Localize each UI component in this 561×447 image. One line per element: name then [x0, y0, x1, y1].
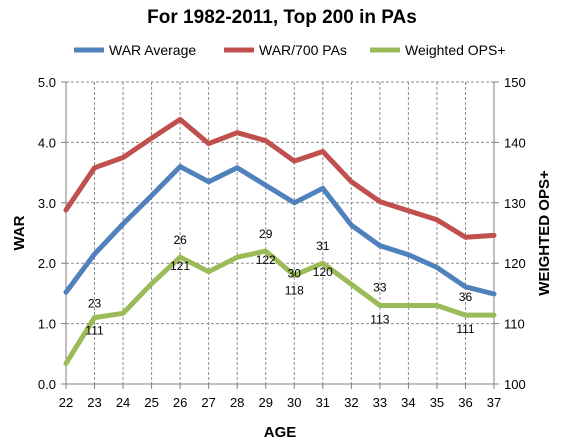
y2-axis-title: WEIGHTED OPS+ — [536, 170, 553, 296]
annotation-age: 36 — [459, 290, 473, 304]
y-tick-label: 2.0 — [38, 256, 56, 271]
x-tick-label: 30 — [287, 395, 301, 410]
axes — [61, 81, 499, 389]
series-line-war-700-pas — [63, 116, 497, 240]
y2-tick-label: 120 — [504, 256, 526, 271]
x-tick-label: 23 — [87, 395, 101, 410]
x-axis-ticks: 22 23 24 25 26 27 28 29 30 31 32 33 34 35 36 37 — [59, 395, 501, 410]
x-tick-label: 22 — [59, 395, 73, 410]
x-tick-label: 27 — [201, 395, 215, 410]
annotation-age: 26 — [173, 233, 187, 247]
right-axis-ticks: 100 110 120 130 140 150 — [504, 75, 526, 392]
y2-tick-label: 100 — [504, 377, 526, 392]
legend: WAR Average WAR/700 PAs Weighted OPS+ — [74, 42, 506, 58]
y-tick-label: 4.0 — [38, 135, 56, 150]
annotation-ops-value: 111 — [85, 324, 104, 338]
y-tick-label: 3.0 — [38, 196, 56, 211]
x-tick-label: 37 — [487, 395, 501, 410]
chart-title: For 1982-2011, Top 200 in PAs — [147, 7, 417, 28]
x-tick-label: 36 — [458, 395, 472, 410]
x-tick-label: 33 — [373, 395, 387, 410]
series-line-weighted-ops — [63, 248, 497, 366]
annotation-ops-value: 118 — [285, 283, 304, 297]
x-tick-label: 26 — [173, 395, 187, 410]
annotation-age: 23 — [88, 297, 102, 311]
annotation-age: 29 — [259, 227, 273, 241]
left-axis-ticks: 0.0 1.0 2.0 3.0 4.0 5.0 — [38, 75, 56, 392]
annotation-ops-value: 122 — [256, 253, 276, 267]
x-tick-label: 29 — [258, 395, 272, 410]
annotation-ops-value: 111 — [456, 322, 475, 336]
y2-tick-label: 130 — [504, 196, 526, 211]
x-tick-label: 31 — [316, 395, 330, 410]
y-axis-title: WAR — [11, 215, 28, 250]
annotations: 23 111 26 121 29 122 30 118 31 120 33 113 36 111 — [85, 227, 474, 337]
annotation-age: 30 — [288, 266, 302, 280]
annotation-age: 33 — [373, 280, 387, 294]
x-tick-label: 35 — [430, 395, 444, 410]
annotation-age: 31 — [316, 239, 330, 253]
legend-label: Weighted OPS+ — [405, 42, 506, 58]
x-tick-label: 34 — [401, 395, 415, 410]
x-tick-label: 24 — [116, 395, 130, 410]
y-tick-label: 5.0 — [38, 75, 56, 90]
annotation-ops-value: 120 — [313, 265, 333, 279]
y-tick-label: 0.0 — [38, 377, 56, 392]
y2-tick-label: 140 — [504, 135, 526, 150]
y2-tick-label: 110 — [504, 317, 525, 332]
x-tick-label: 25 — [144, 395, 158, 410]
grid — [66, 81, 495, 384]
series-line-war-average — [63, 164, 497, 297]
y2-tick-label: 150 — [504, 75, 526, 90]
x-tick-label: 32 — [344, 395, 358, 410]
series-lines — [63, 116, 497, 366]
x-tick-label: 28 — [230, 395, 244, 410]
annotation-ops-value: 121 — [170, 259, 190, 273]
annotation-ops-value: 113 — [370, 312, 389, 326]
legend-label: WAR/700 PAs — [259, 42, 347, 58]
x-axis-title: AGE — [264, 424, 297, 441]
y-tick-label: 1.0 — [38, 317, 56, 332]
legend-label: WAR Average — [109, 42, 196, 58]
